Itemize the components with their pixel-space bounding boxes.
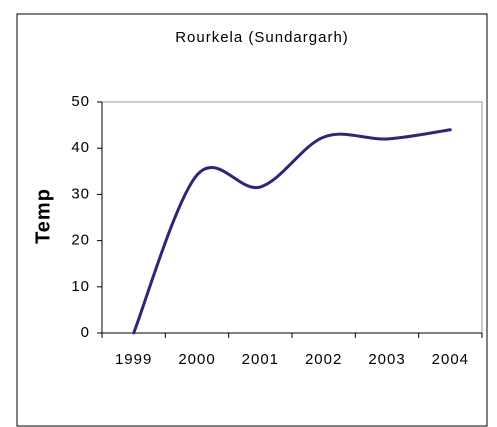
- plot-area: [101, 101, 483, 334]
- y-tick-label: 40: [71, 139, 90, 156]
- y-tick-label: 20: [71, 232, 90, 249]
- x-tick-label: 1999: [115, 351, 152, 368]
- chart-border: [16, 13, 488, 427]
- y-tick-label: 10: [71, 278, 90, 295]
- chart-title: Rourkela (Sundargarh): [175, 29, 349, 46]
- x-tick-label: 2003: [368, 351, 405, 368]
- x-tick-label: 2002: [305, 351, 342, 368]
- x-tick-label: 2000: [178, 351, 215, 368]
- y-axis-title: Temp: [32, 188, 54, 244]
- y-tick-label: 50: [71, 93, 90, 110]
- line: [132, 128, 452, 335]
- x-tick-label: 2004: [432, 351, 469, 368]
- x-tick-label: 2001: [242, 351, 279, 368]
- y-tick-label: 30: [71, 185, 90, 202]
- y-tick-label: 0: [81, 324, 90, 341]
